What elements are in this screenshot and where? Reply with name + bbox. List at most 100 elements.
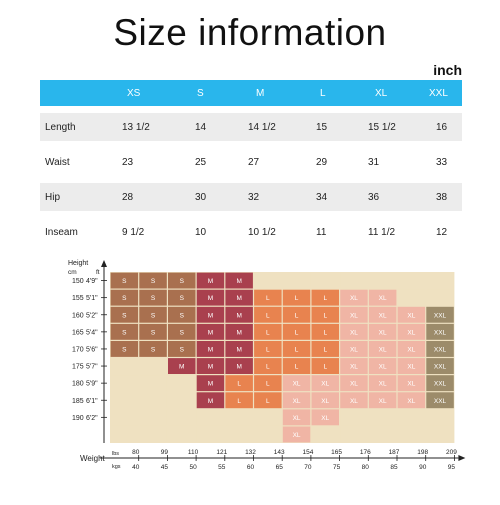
size-cell: [397, 375, 426, 392]
size-cell-label: XL: [350, 329, 358, 336]
size-cell: [397, 358, 426, 374]
size-cell: [139, 306, 167, 323]
header-xxl: XXL: [429, 87, 448, 99]
size-cell: [397, 323, 426, 340]
x-tick-label-kgs: 90: [419, 464, 427, 471]
x-tick-label-kgs: 75: [333, 464, 341, 471]
size-cell-label: XL: [321, 381, 329, 388]
size-cell: [254, 392, 282, 409]
size-cell-label: L: [323, 346, 327, 353]
size-table-header: XS S M L XL XXL: [40, 80, 462, 106]
size-cell: [225, 358, 253, 374]
size-cell-label: S: [122, 295, 127, 302]
table-cell: 34: [316, 191, 328, 203]
size-cell: [196, 375, 225, 392]
page-title: Size information: [113, 12, 387, 53]
y-tick-label-ft: 6'1": [86, 398, 98, 405]
size-cell-label: M: [208, 295, 213, 302]
size-cell: [311, 375, 339, 392]
header-xl: XL: [375, 87, 388, 99]
y-tick-label-ft: 5'7": [86, 364, 98, 371]
size-cell: [282, 272, 311, 289]
size-cell-label: XL: [350, 312, 358, 319]
x-tick-label-kgs: 60: [247, 464, 255, 471]
size-cell-label: S: [151, 278, 156, 285]
size-cell-label: S: [180, 295, 185, 302]
size-cell: [139, 323, 167, 340]
y-tick-label-cm: 175: [72, 364, 84, 371]
y-tick-label-cm: 165: [72, 329, 84, 336]
table-cell: 31: [368, 156, 380, 168]
table-cell: 28: [122, 191, 134, 203]
size-cell-label: L: [323, 329, 327, 336]
size-cell: [168, 375, 196, 392]
size-cell-label: XL: [379, 295, 387, 302]
size-cell: [282, 341, 311, 357]
size-cell-label: XL: [379, 381, 387, 388]
size-cell: [139, 375, 167, 392]
size-cell: [196, 306, 225, 323]
size-cell: [282, 358, 311, 374]
size-cell: [397, 409, 426, 426]
table-cell: 10: [195, 226, 207, 238]
size-cell: [168, 306, 196, 323]
size-cell-label: XL: [293, 381, 301, 388]
table-cell: 11 1/2: [368, 226, 396, 238]
size-cell-label: L: [266, 381, 270, 388]
size-cell: [282, 306, 311, 323]
size-cell-label: XXL: [434, 312, 447, 319]
table-cell: 14 1/2: [248, 121, 276, 133]
size-cell: [196, 409, 225, 426]
size-cell: [110, 375, 139, 392]
size-cell: [368, 375, 397, 392]
size-cell: [254, 323, 282, 340]
size-cell: [168, 409, 196, 426]
x-tick-label-lbs: 132: [245, 449, 256, 456]
header-xs: XS: [127, 87, 141, 99]
size-cell: [139, 392, 167, 409]
height-weight-svg: S S S M M S S S M M L L L XL XL S S S M M L L L XL XL XL XXL S S S M M L…: [68, 260, 466, 471]
size-cell: [340, 341, 368, 357]
size-cell: [225, 409, 253, 426]
size-cell: [225, 306, 253, 323]
header-s: S: [197, 87, 204, 99]
size-cell-label: S: [151, 312, 156, 319]
size-cell: [311, 323, 339, 340]
size-cell: [340, 289, 368, 306]
size-cell: [426, 289, 454, 306]
size-cell: [254, 409, 282, 426]
size-cell: [397, 392, 426, 409]
table-cell: 25: [195, 156, 207, 168]
size-cell: [311, 426, 339, 443]
size-cell: [110, 306, 139, 323]
size-cell: [196, 426, 225, 443]
size-cell-label: XL: [350, 364, 358, 371]
size-cell-label: XL: [379, 329, 387, 336]
size-cell: [139, 289, 167, 306]
size-cell: [311, 409, 339, 426]
size-cell: [139, 272, 167, 289]
x-tick-label-lbs: 209: [446, 449, 457, 456]
size-cell: [282, 409, 311, 426]
x-tick-label-lbs: 80: [132, 449, 140, 456]
size-cell: [254, 289, 282, 306]
size-cell: [282, 375, 311, 392]
size-cell-label: XL: [379, 312, 387, 319]
size-cell-label: L: [266, 329, 270, 336]
x-tick-label-lbs: 143: [274, 449, 285, 456]
size-cell: [311, 306, 339, 323]
x-tick-label-kgs: 70: [304, 464, 312, 471]
table-cell: 23: [122, 156, 134, 168]
size-cell: [225, 323, 253, 340]
size-cell: [340, 426, 368, 443]
x-tick-label-lbs: 176: [360, 449, 371, 456]
y-tick-label-cm: 170: [72, 346, 84, 353]
size-cell: [168, 289, 196, 306]
table-cell: 13 1/2: [122, 121, 150, 133]
size-cell-label: XL: [350, 295, 358, 302]
size-cell-label: S: [122, 329, 127, 336]
x-tick-label-kgs: 55: [218, 464, 226, 471]
size-cell: [426, 375, 454, 392]
x-tick-label-kgs: 65: [276, 464, 284, 471]
size-cell-label: XL: [407, 364, 415, 371]
